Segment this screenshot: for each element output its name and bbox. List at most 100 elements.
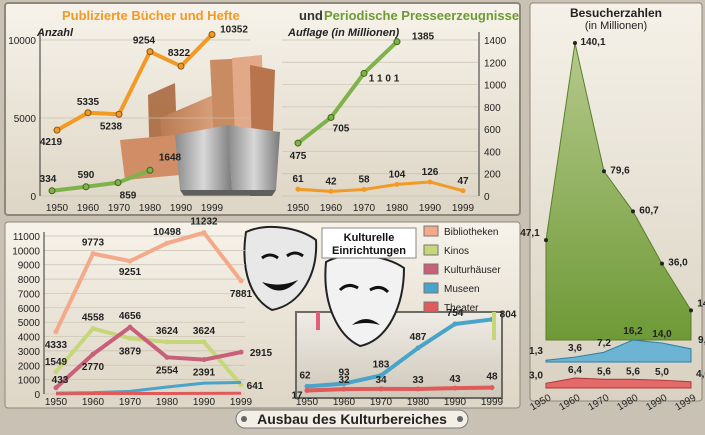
kultur-title-line1: Kulturelle — [344, 232, 395, 244]
press-auflage-label: 705 — [333, 123, 350, 134]
kultur-data-label: 3624 — [193, 326, 216, 337]
legend-swatch — [424, 226, 438, 236]
press-orange-point — [428, 179, 433, 184]
books-x-tick: 1990 — [170, 203, 193, 214]
theater-visitors-label: 5,0 — [655, 367, 669, 378]
kultur-y-tick: 11000 — [13, 232, 41, 243]
museen-visitors-label: 16,2 — [623, 326, 643, 337]
kultur-y-tick: 8000 — [18, 275, 41, 286]
books-data-label: 9254 — [133, 36, 156, 47]
press-y-tick: 1200 — [484, 58, 507, 69]
inset-data-label: 32 — [338, 375, 350, 386]
bib-visitors-point — [660, 262, 664, 266]
inset-point — [490, 385, 495, 390]
press-y-tick: 1000 — [484, 81, 507, 92]
press-auflage-point — [394, 39, 400, 45]
kultur-y-tick: 0 — [34, 390, 40, 401]
kultur-x-tick: 1950 — [45, 397, 68, 408]
inset-point — [416, 387, 421, 392]
press-orange-point — [362, 187, 367, 192]
press-count-label: 334 — [40, 174, 57, 185]
kultur-data-label: 1549 — [45, 357, 68, 368]
title-connector: und — [299, 8, 323, 23]
press-auflage-point — [361, 70, 367, 76]
legend-item: Kinos — [444, 246, 469, 257]
kultur-data-label: 3879 — [119, 346, 142, 357]
inset-x-tick: 1960 — [333, 397, 356, 408]
kultur-y-tick: 1000 — [18, 376, 41, 387]
kultur-point — [91, 352, 96, 357]
bib-visitors-label: 36,0 — [668, 258, 688, 269]
kultur-data-label: 10498 — [153, 227, 181, 238]
press-x-tick: 1980 — [386, 203, 409, 214]
kultur-data-label: 4333 — [45, 340, 68, 351]
kultur-x-tick: 1999 — [230, 397, 253, 408]
kultur-point — [165, 355, 170, 360]
inset-x-tick: 1970 — [370, 397, 393, 408]
legend-swatch — [424, 264, 438, 274]
kultur-x-tick: 1960 — [82, 397, 105, 408]
legend-item: Museen — [444, 284, 480, 295]
bib-visitors-label: 60,7 — [639, 205, 659, 216]
bib-visitors-label: 79,6 — [610, 165, 630, 176]
kultur-data-label: 2391 — [193, 368, 216, 379]
press-orange-label: 42 — [325, 176, 337, 187]
kultur-y-tick: 10000 — [12, 246, 40, 257]
books-point — [116, 111, 122, 117]
press-count-label: 590 — [78, 170, 95, 181]
bib-visitors-point — [573, 41, 577, 45]
books-x-tick: 1970 — [108, 203, 131, 214]
inset-point — [453, 321, 458, 326]
theater-visitors-label: 5,6 — [597, 366, 611, 377]
books-data-label: 8322 — [168, 48, 191, 59]
inset-point — [379, 386, 384, 391]
press-auflage-label: 475 — [290, 151, 307, 162]
kultur-point — [128, 336, 133, 341]
books-x-tick: 1950 — [46, 203, 69, 214]
press-x-tick: 1990 — [419, 203, 442, 214]
kultur-point — [239, 278, 244, 283]
press-x-tick: 1999 — [452, 203, 475, 214]
press-orange-label: 61 — [292, 174, 304, 185]
press-x-tick: 1950 — [287, 203, 310, 214]
theater-visitors-label: 6,4 — [568, 365, 582, 376]
kultur-y-tick: 3000 — [18, 347, 41, 358]
press-count-point — [147, 167, 153, 173]
visitor-title: Besucherzahlen — [570, 6, 662, 20]
kultur-point — [54, 369, 59, 374]
kultur-data-label: 9251 — [119, 267, 142, 278]
inset-x-tick: 1999 — [481, 397, 504, 408]
inset-data-label: 754 — [447, 308, 464, 319]
kultur-point — [202, 339, 207, 344]
press-y-tick: 600 — [484, 125, 501, 136]
books-x-tick: 1980 — [139, 203, 162, 214]
inset-data-label: 33 — [412, 375, 424, 386]
books-point — [54, 127, 60, 133]
press-orange-point — [329, 189, 334, 194]
press-title: Periodische Presseerzeugnisse — [324, 8, 519, 23]
bib-visitors-point — [631, 209, 635, 213]
inset-data-label: 17 — [291, 390, 303, 401]
kultur-data-label: 2554 — [156, 365, 179, 376]
press-auflage-point — [328, 114, 334, 120]
press-auflage-label: 1 1 0 1 — [369, 73, 400, 84]
inset-x-tick: 1980 — [407, 397, 430, 408]
books-y-tick: 10000 — [8, 36, 36, 47]
museen-visitors-label: 14,0 — [652, 329, 672, 340]
kultur-y-tick: 6000 — [18, 304, 41, 315]
theater-visitors-label: 5,6 — [626, 366, 640, 377]
kultur-data-label: 3624 — [156, 326, 179, 337]
press-count-point — [49, 188, 55, 194]
museen-visitors-label: 7,2 — [597, 338, 611, 349]
press-count-label: 1648 — [159, 152, 182, 163]
books-point — [209, 32, 215, 38]
visitor-subtitle: (in Millionen) — [585, 20, 647, 32]
press-orange-label: 126 — [422, 167, 439, 178]
books-data-label: 5335 — [77, 97, 100, 108]
legend-item: Bibliotheken — [444, 227, 498, 238]
kultur-y-tick: 7000 — [18, 289, 41, 300]
auflage-label: Auflage (in Millionen) — [287, 27, 400, 39]
footer-bullet-left — [241, 416, 247, 422]
